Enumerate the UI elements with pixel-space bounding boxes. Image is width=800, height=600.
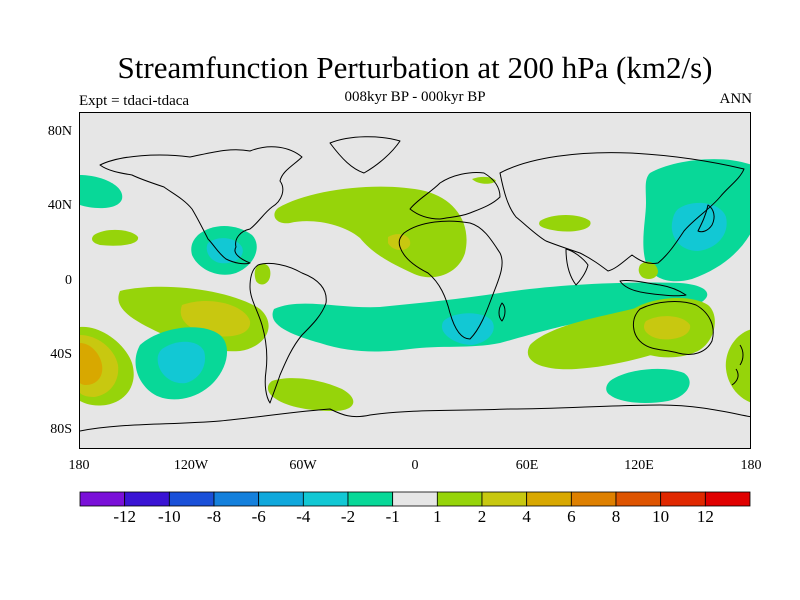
contour-nw-pacific-core [671, 202, 727, 251]
contour-southern-ocean-australia [606, 368, 690, 403]
colorbar-label: -12 [113, 507, 136, 526]
contour-subtropical-ne-pacific [92, 229, 139, 246]
coast-greenland [329, 136, 401, 174]
colorbar-box [481, 491, 528, 507]
coast-indonesia [619, 280, 687, 297]
contour-southern-africa [442, 313, 494, 345]
lat-label-40n: 40N [47, 198, 72, 213]
coast-africa [398, 220, 503, 340]
coast-australia [633, 301, 714, 355]
page-title: Streamfunction Perturbation at 200 hPa (… [117, 50, 713, 85]
colorbar-box [213, 491, 260, 507]
colorbar-box [168, 491, 215, 507]
colorbar-box [124, 491, 170, 507]
contour-east-edge-sh [725, 329, 750, 403]
colorbar-label: 4 [522, 507, 531, 526]
contour-south-atlantic [267, 378, 354, 411]
coast-new-zealand [731, 344, 744, 386]
contour-central-america-core [206, 238, 243, 264]
contour-arabian [539, 215, 591, 232]
colorbar-box [79, 491, 126, 507]
colorbar-label: -6 [251, 507, 266, 526]
colorbar-label: 6 [567, 507, 576, 526]
contour-arctic-atlantic [472, 176, 496, 184]
colorbar-label: -2 [340, 507, 356, 526]
lat-label-40s: 40S [50, 347, 72, 362]
coast-north-america [99, 146, 303, 265]
colorbar-box [660, 491, 706, 507]
coast-india [565, 248, 589, 286]
lat-label-eq: 0 [65, 273, 72, 288]
colorbar-label: -1 [385, 507, 400, 526]
contour-west-edge-sh-core [80, 343, 103, 385]
lon-label-180e: 180 [740, 458, 762, 473]
colorbar-box [526, 491, 572, 507]
lat-label-80s: 80S [50, 422, 72, 437]
lon-label-120w: 120W [173, 458, 209, 473]
colorbar-label: -8 [206, 507, 222, 526]
coast-south-america [249, 262, 327, 404]
colorbar-label: -10 [157, 507, 181, 526]
map-svg [80, 113, 750, 448]
coast-europe [409, 172, 501, 220]
period-label: ANN [719, 91, 753, 107]
coast-japan [697, 204, 715, 233]
lon-label-180w: 180 [68, 458, 90, 473]
contour-west-pacific-small [638, 261, 658, 279]
colorbar-label: 2 [477, 507, 487, 526]
colorbar-label: -4 [296, 507, 311, 526]
lat-label-80n: 80N [47, 124, 72, 139]
colorbar-label: 12 [696, 507, 714, 526]
contour-sh-subtropical-band [272, 282, 708, 352]
colorbar-label: 1 [433, 507, 442, 526]
experiment-label: Expt = tdaci-tdaca [79, 93, 190, 109]
colorbar-box [258, 491, 304, 507]
colorbar-box [347, 491, 394, 507]
colorbar-box [302, 491, 349, 507]
lon-label-120e: 120E [624, 458, 654, 473]
colorbar-box [704, 491, 751, 507]
contour-caribbean-small [254, 263, 271, 285]
colorbar-box [392, 491, 438, 507]
colorbar-box [615, 491, 662, 507]
contour-south-pacific-midlat-core [157, 341, 206, 384]
lon-label-0: 0 [411, 458, 419, 473]
contour-ne-pacific [80, 175, 123, 209]
colorbar-label: 8 [611, 507, 621, 526]
colorbar-label: 10 [652, 507, 670, 526]
coastlines [80, 136, 750, 432]
lon-label-60e: 60E [515, 458, 539, 473]
map-panel[interactable] [79, 112, 751, 449]
colorbar-box [570, 491, 617, 507]
contour-australia-core [643, 316, 691, 340]
coast-madagascar [498, 302, 506, 322]
subtitle: 008kyr BP - 000kyr BP [344, 89, 486, 105]
colorbar [79, 491, 751, 507]
coast-asia [499, 152, 745, 272]
colorbar-box [436, 491, 483, 507]
lon-label-60w: 60W [289, 458, 317, 473]
contour-north-atlantic [274, 186, 467, 278]
coast-antarctica [80, 404, 750, 432]
